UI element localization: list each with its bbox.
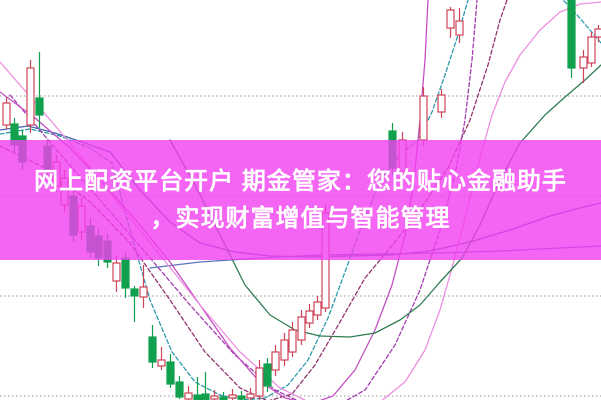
- promo-text-line2: ，实现财富增值与智能管理: [150, 205, 451, 232]
- ma-line-green-slow: [169, 64, 601, 338]
- candle-body: [26, 67, 35, 126]
- candle-body: [166, 361, 175, 385]
- candle-body: [184, 392, 193, 400]
- candle-body: [437, 94, 446, 113]
- candle-body: [35, 97, 44, 116]
- candle-body: [210, 395, 219, 400]
- candle-body: [255, 367, 264, 397]
- candle-body: [237, 395, 246, 400]
- candle-body: [579, 56, 588, 69]
- candle-body: [446, 9, 455, 29]
- candle-body: [121, 257, 130, 289]
- promo-text-line1: 网上配资平台开户 期金管家：您的贴心金融助手: [34, 168, 567, 195]
- candle-body: [271, 351, 280, 371]
- candle-body: [246, 393, 255, 399]
- candle-body: [305, 310, 314, 324]
- candle-body: [288, 329, 297, 353]
- candle-body: [112, 262, 121, 282]
- candle-body: [313, 301, 322, 316]
- candle-body: [419, 95, 428, 141]
- candle-body: [455, 20, 464, 36]
- candle-body: [2, 102, 11, 126]
- candle-body: [280, 339, 289, 361]
- candle-body: [139, 286, 148, 298]
- candle-body: [587, 36, 596, 64]
- candle-body: [130, 288, 139, 297]
- candle-body: [228, 394, 237, 399]
- candle-body: [219, 396, 228, 400]
- candle-body: [567, 0, 576, 69]
- candle-body: [157, 359, 166, 367]
- candle-body: [263, 363, 272, 387]
- candle-body: [148, 336, 157, 363]
- candle-body: [201, 393, 210, 400]
- candle-body: [193, 394, 202, 400]
- promo-banner: 网上配资平台开户 期金管家：您的贴心金融助手 ，实现财富增值与智能管理: [0, 140, 601, 260]
- candle-body: [297, 316, 306, 341]
- candle-body: [175, 381, 184, 398]
- candle-body: [594, 28, 601, 38]
